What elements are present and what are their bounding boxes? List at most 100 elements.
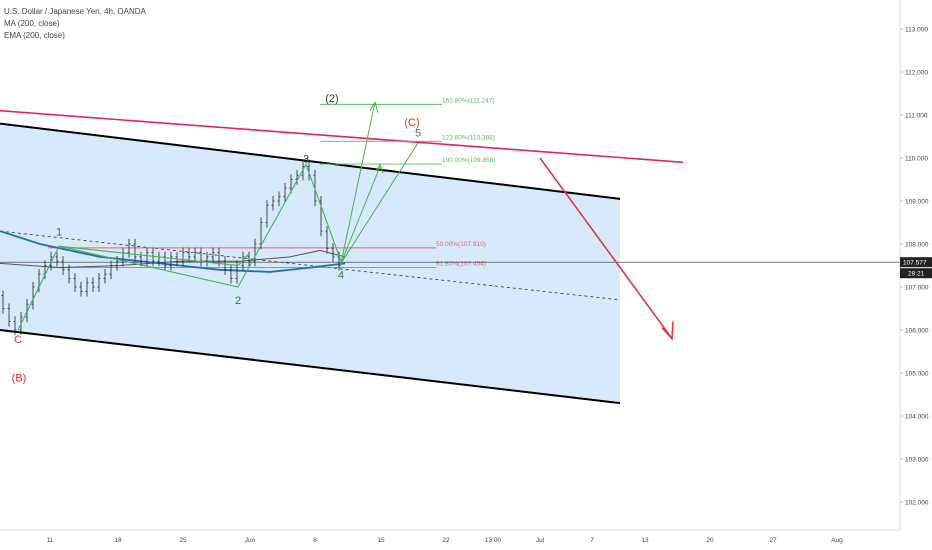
candle	[283, 182, 287, 202]
y-tick-label: 103.000	[905, 457, 929, 464]
candle	[181, 247, 185, 267]
y-tick-label: 110.000	[905, 156, 928, 163]
candle	[1, 290, 5, 314]
candle	[331, 243, 335, 263]
fib-level-label: 61.80%(107.454)	[436, 260, 486, 267]
candle	[7, 303, 11, 327]
x-tick-label: 8	[313, 537, 317, 544]
resistance-line	[0, 109, 684, 164]
y-tick-label: 108.000	[905, 242, 929, 249]
channel-mid-line	[0, 230, 621, 301]
x-tick-label: 18	[114, 537, 122, 544]
candle	[133, 238, 137, 263]
ema-line	[0, 230, 346, 273]
candle	[187, 247, 191, 263]
candle	[31, 281, 35, 310]
candle	[211, 247, 215, 263]
wave-label: 1	[56, 226, 62, 238]
candle	[61, 256, 65, 275]
ema-indicator-label: EMA (200, close)	[4, 31, 65, 40]
wave-2-box	[58, 245, 251, 267]
wave-projection-line	[340, 166, 381, 264]
candle	[79, 281, 83, 297]
candle	[151, 247, 155, 267]
candle	[223, 256, 227, 275]
wave-label: (C)	[404, 117, 419, 129]
x-tick-label: 11	[47, 537, 54, 544]
ma-indicator-label: MA (200, close)	[4, 19, 60, 28]
wave-label: (B)	[12, 373, 27, 385]
wave-projection-line	[340, 101, 376, 264]
candle	[193, 247, 197, 263]
candle	[91, 277, 95, 293]
channel-upper-line	[0, 122, 621, 200]
y-tick-label: 113.000	[905, 27, 928, 34]
candle	[271, 195, 275, 211]
y-tick-label: 106.000	[905, 328, 929, 335]
wave-label: 4	[338, 269, 344, 281]
y-tick-label: 104.000	[905, 414, 929, 421]
wave-label: 3	[303, 153, 309, 165]
x-tick-label: 20	[706, 537, 714, 544]
candle	[253, 238, 257, 267]
y-tick-label: 105.000	[905, 371, 929, 378]
candle	[163, 251, 167, 271]
candle	[169, 251, 173, 271]
candle	[13, 316, 17, 336]
current-price-tag	[900, 257, 932, 268]
candle	[205, 251, 209, 267]
candle	[127, 238, 131, 258]
wave-label: (2)	[325, 93, 338, 105]
ma-line	[0, 249, 346, 269]
projection-arrow-head	[661, 321, 674, 341]
candle	[277, 191, 281, 207]
y-tick-label: 111.000	[905, 113, 928, 120]
x-tick-label: 13:00	[485, 537, 502, 544]
wave-count-line	[17, 163, 342, 331]
fib-level-label: 100.00%(109.858)	[442, 157, 496, 164]
wave-label: C	[14, 334, 22, 346]
channel-fill	[0, 123, 620, 404]
wave-label: 5	[415, 128, 421, 140]
channel-lower-line	[0, 329, 621, 405]
y-tick-label: 112.000	[905, 70, 928, 77]
candle	[115, 256, 119, 271]
fib-level-label: 123.60%(110.388)	[442, 134, 495, 141]
candle	[325, 225, 329, 254]
x-tick-label: 22	[442, 537, 450, 544]
countdown-label: 28:21	[908, 271, 925, 278]
x-tick-label: 25	[179, 537, 187, 544]
candle	[295, 170, 299, 185]
x-tick-label: 7	[590, 537, 594, 544]
fib-level-label: 161.80%(111.247)	[442, 97, 495, 104]
wave-projection-line	[340, 142, 419, 264]
y-tick-label: 109.000	[905, 199, 929, 206]
candle	[265, 200, 269, 228]
x-tick-label: 13	[641, 537, 649, 544]
wave-arrow-head	[369, 100, 379, 113]
candle	[241, 251, 245, 271]
x-tick-label: 15	[377, 537, 385, 544]
candle	[67, 264, 71, 284]
candle	[55, 251, 59, 267]
candle	[139, 251, 143, 267]
candle	[73, 273, 77, 293]
candle	[97, 273, 101, 293]
candle	[229, 264, 233, 284]
wave-arrow-head	[375, 163, 384, 174]
chart-legend: U.S. Dollar / Japanese Yen, 4h, OANDA MA…	[4, 6, 146, 42]
x-tick-label: Jul	[536, 537, 545, 544]
x-tick-label: Aug	[831, 537, 843, 544]
fib-level-label: 50.00%(107.910)	[436, 241, 486, 248]
current-price-label: 107.577	[903, 260, 927, 267]
x-tick-label: Jun	[245, 537, 256, 544]
symbol-title: U.S. Dollar / Japanese Yen, 4h, OANDA	[4, 7, 146, 16]
candle	[145, 247, 149, 267]
wave-label: 2	[235, 295, 241, 307]
candle	[103, 268, 107, 284]
countdown-tag	[900, 268, 932, 279]
candle	[109, 260, 113, 280]
projection-arrow-line	[539, 157, 673, 340]
y-tick-label: 102.000	[905, 500, 929, 507]
